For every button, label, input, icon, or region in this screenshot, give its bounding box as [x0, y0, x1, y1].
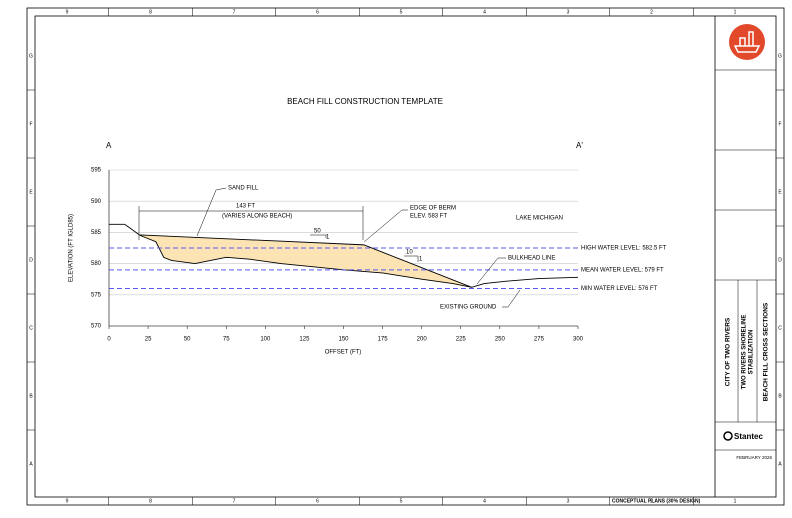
row-ref: A: [778, 461, 782, 467]
x-tick-label: 125: [299, 337, 310, 343]
project-line: TWO RIVERS SHORELINE: [742, 315, 748, 390]
row-ref: C: [29, 325, 33, 331]
x-tick-label: 50: [184, 337, 191, 343]
annotation: 1: [326, 235, 330, 241]
annotations: SAND FILL 143 FT (VARIES ALONG BEACH) ED…: [138, 186, 563, 311]
annotation: 10: [406, 250, 413, 256]
annotation: EXISTING GROUND: [440, 305, 497, 311]
row-ref: B: [778, 393, 782, 399]
y-axis-label: ELEVATION (FT IGLD85): [69, 214, 75, 282]
leader: [502, 289, 521, 308]
annotation: 50: [314, 229, 321, 235]
column-ref: 3: [567, 9, 570, 15]
column-ref: 4: [483, 9, 486, 15]
profile-line: [109, 223, 579, 288]
row-ref: C: [778, 325, 782, 331]
column-ref: 8: [149, 498, 152, 504]
slope-mark: [404, 255, 419, 262]
annotation: LAKE MICHIGAN: [516, 216, 563, 222]
x-tick-label: 150: [338, 337, 349, 343]
x-tick-label: 25: [145, 337, 152, 343]
column-ref: 9: [66, 498, 69, 504]
water-level-label: HIGH WATER LEVEL: 582.5 FT: [581, 246, 667, 252]
x-tick-label: 200: [417, 337, 428, 343]
fill-area: [140, 234, 472, 288]
logo: [729, 24, 765, 60]
leader: [196, 187, 227, 237]
annotation: SAND FILL: [228, 186, 259, 192]
y-tick-label: 590: [91, 199, 102, 205]
leader: [476, 257, 506, 285]
column-ref: 2: [650, 498, 653, 504]
section-start: A: [106, 141, 112, 150]
x-tick-label: 175: [378, 337, 389, 343]
row-ref: D: [29, 257, 33, 263]
grid-references: 9 9 8 8 7 7 6 6 5 5 4 4 3 3 2 2 1 1 G G F F E E D D C C B B A A: [27, 8, 784, 505]
column-ref: 1: [734, 498, 737, 504]
x-tick-label: 275: [534, 337, 545, 343]
column-ref: 2: [650, 9, 653, 15]
firm-logo: [723, 431, 733, 441]
annotation: ELEV. 583 FT: [410, 214, 447, 220]
row-ref: F: [778, 121, 781, 127]
leader: [363, 209, 408, 243]
y-tick-label: 570: [91, 324, 102, 330]
water-level-label: MEAN WATER LEVEL: 579 FT: [581, 267, 664, 273]
date: FEBRUARY 2026: [736, 455, 772, 460]
sheet-title: BEACH FILL CROSS SECTIONS: [763, 302, 770, 401]
column-ref: 6: [316, 498, 319, 504]
x-tick-label: 250: [495, 337, 506, 343]
x-tick-label: 225: [456, 337, 467, 343]
status: CONCEPTUAL PLANS (30% DESIGN): [612, 498, 701, 504]
row-ref: B: [29, 393, 33, 399]
y-tick-label: 595: [91, 168, 102, 174]
y-tick-label: 585: [91, 230, 102, 236]
section-end: A': [576, 141, 583, 150]
client: CITY OF TWO RIVERS: [725, 317, 732, 386]
row-ref: F: [29, 121, 32, 127]
row-ref: E: [778, 189, 782, 195]
project-line: STABILIZATION: [749, 330, 755, 375]
chart-title: BEACH FILL CONSTRUCTION TEMPLATE: [287, 97, 443, 106]
water-level-label: MIN WATER LEVEL: 576 FT: [581, 286, 658, 292]
logo-icon: [733, 31, 761, 53]
column-ref: 6: [316, 9, 319, 15]
x-axis-label: OFFSET (FT): [325, 350, 362, 356]
column-ref: 7: [233, 498, 236, 504]
firm: Stantec: [734, 432, 763, 441]
profile-line: [140, 234, 472, 288]
row-ref: G: [778, 53, 782, 59]
annotation: 1: [419, 257, 423, 263]
inner-border: [34, 15, 777, 498]
slope-mark: [310, 234, 327, 238]
column-ref: 7: [233, 9, 236, 15]
row-ref: A: [29, 461, 33, 467]
x-tick-label: 300: [573, 337, 584, 343]
column-ref: 5: [400, 9, 403, 15]
x-tick-label: 0: [107, 337, 111, 343]
annotation: BULKHEAD LINE: [508, 256, 555, 262]
column-ref: 4: [483, 498, 486, 504]
annotation: 143 FT: [236, 204, 255, 210]
column-ref: 5: [400, 498, 403, 504]
annotation: (VARIES ALONG BEACH): [222, 214, 292, 220]
annotation: EDGE OF BERM: [410, 206, 456, 212]
row-ref: D: [778, 257, 782, 263]
title-block: CITY OF TWO RIVERS TWO RIVERS SHORELINE …: [612, 24, 776, 504]
column-ref: 9: [66, 9, 69, 15]
column-ref: 8: [149, 9, 152, 15]
y-tick-label: 580: [91, 261, 102, 267]
x-tick-label: 75: [223, 337, 230, 343]
y-tick-label: 575: [91, 292, 102, 298]
x-tick-label: 100: [260, 337, 271, 343]
column-ref: 3: [567, 498, 570, 504]
column-ref: 1: [734, 9, 737, 15]
row-ref: E: [29, 189, 33, 195]
outer-border: [26, 7, 785, 506]
row-ref: G: [29, 53, 33, 59]
